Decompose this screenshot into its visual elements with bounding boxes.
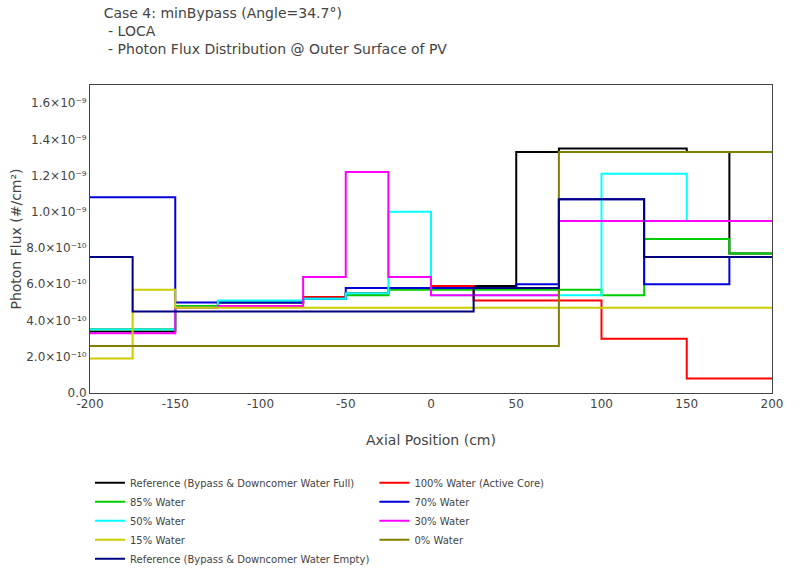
- svg-text:200: 200: [761, 397, 784, 411]
- svg-text:Axial Position (cm): Axial Position (cm): [366, 432, 496, 448]
- svg-text:15% Water: 15% Water: [130, 535, 186, 546]
- svg-text:1.4×10⁻⁹: 1.4×10⁻⁹: [31, 133, 87, 147]
- svg-text:Reference (Bypass & Downcomer: Reference (Bypass & Downcomer Water Empt…: [130, 554, 369, 565]
- svg-text:-150: -150: [162, 397, 189, 411]
- svg-text:1.0×10⁻⁹: 1.0×10⁻⁹: [31, 205, 87, 219]
- svg-text:100: 100: [590, 397, 613, 411]
- svg-text:6.0×10⁻¹⁰: 6.0×10⁻¹⁰: [26, 277, 87, 291]
- svg-text:0.0: 0.0: [68, 386, 87, 400]
- svg-text:Reference (Bypass & Downcomer: Reference (Bypass & Downcomer Water Full…: [130, 478, 354, 489]
- svg-text:30% Water: 30% Water: [414, 516, 470, 527]
- svg-text:-100: -100: [247, 397, 274, 411]
- svg-text:0% Water: 0% Water: [414, 535, 463, 546]
- svg-text:2.0×10⁻¹⁰: 2.0×10⁻¹⁰: [26, 350, 87, 364]
- svg-text:-50: -50: [336, 397, 356, 411]
- svg-text:150: 150: [675, 397, 698, 411]
- svg-text:8.0×10⁻¹⁰: 8.0×10⁻¹⁰: [26, 241, 87, 255]
- svg-text:-200: -200: [76, 397, 103, 411]
- svg-text:4.0×10⁻¹⁰: 4.0×10⁻¹⁰: [26, 314, 87, 328]
- svg-text:1.6×10⁻⁹: 1.6×10⁻⁹: [31, 96, 87, 110]
- svg-text:Photon Flux (#/cm²): Photon Flux (#/cm²): [8, 168, 24, 309]
- svg-text:1.2×10⁻⁹: 1.2×10⁻⁹: [31, 169, 87, 183]
- svg-text:Case 4: minBypass (Angle=34.7°: Case 4: minBypass (Angle=34.7°) - LOCA -…: [104, 5, 448, 57]
- svg-text:50: 50: [509, 397, 524, 411]
- svg-text:100% Water (Active Core): 100% Water (Active Core): [414, 478, 544, 489]
- svg-text:70% Water: 70% Water: [414, 497, 470, 508]
- svg-text:50% Water: 50% Water: [130, 516, 186, 527]
- svg-text:0: 0: [427, 397, 435, 411]
- svg-text:85% Water: 85% Water: [130, 497, 186, 508]
